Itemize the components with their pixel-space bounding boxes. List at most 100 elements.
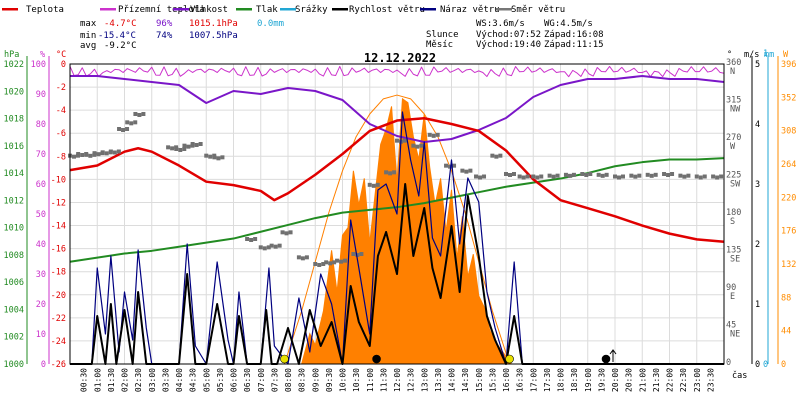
temp-tick-label: -18 [51,268,66,278]
wind-direction-point [273,244,278,249]
svg-text:Vlhkost: Vlhkost [190,5,228,15]
wind-direction-point [129,121,134,126]
wind-direction-point [321,262,326,266]
stat-min-press: 1007.5hPa [189,31,238,41]
legend-item-srazky: Srážky [280,5,328,15]
wind-direction-point [504,172,508,176]
wind-direction-point [288,230,293,235]
time-tick-label: 21:30 [652,368,661,392]
svg-text:Rychlost větru: Rychlost větru [349,5,425,15]
wind-direction-point [186,144,191,149]
time-tick-label: 02:30 [134,368,143,392]
dir-tick-label: 315 [726,96,741,106]
wind-direction-point [531,174,536,179]
wind-direction-point [208,154,213,159]
dir-tick-label: 270 [726,133,741,143]
w-tick-label: 88 [781,293,791,303]
time-tick-label: 06:00 [230,368,239,392]
wind-gust-line [70,111,724,365]
dir-tick-label: 45 [726,321,736,331]
sunrise-time: Východ:07:52 [476,30,541,40]
wind-direction-point [392,170,397,175]
time-tick-label: 07:00 [257,368,266,392]
time-tick-label: 09:00 [311,368,320,392]
unit-cas: čas [732,370,747,381]
moonset-marker [372,354,381,364]
time-tick-label: 10:30 [352,368,361,392]
w-tick-label: 308 [781,127,796,137]
w-tick-label: 132 [781,260,796,270]
wind-sun-moon-info: WS:3.6m/s WG:4.5m/s Slunce Východ:07:52 … [426,19,604,50]
stat-avg-temp: -9.2°C [104,41,137,51]
time-tick-label: 21:00 [638,368,647,392]
wind-direction-point [182,147,187,151]
sunrise-marker [280,354,289,364]
time-tick-label: 17:00 [529,368,538,392]
temp-tick-label: -6 [56,129,66,139]
wind-direction-point [604,172,609,177]
time-tick-label: 19:30 [597,368,606,392]
wind-direction-point [678,173,683,178]
wind-direction-point [551,174,556,179]
wind-direction-point [170,146,175,151]
dir-tick-compass: SW [730,180,741,190]
plot-area: 0-2-4-6-8-10-12-14-16-18-20-22-24-261009… [4,49,797,392]
wind-direction-point [653,172,658,177]
wind-direction-point [313,262,318,266]
press-tick-label: 1012 [4,196,24,206]
wind-direction-point [580,172,585,176]
sunset-time: Západ:16:08 [544,30,604,40]
dir-tick-label: 180 [726,208,741,218]
stat-min-label: min [80,31,96,41]
wind-direction-point [448,164,453,169]
wind-direction-point [133,120,138,125]
stat-max-press: 1015.1hPa [189,19,238,29]
w-tick-label: 220 [781,193,796,203]
wind-direction-point [266,245,271,250]
wind-direction-point [324,260,329,265]
wind-direction-point [403,138,407,143]
time-tick-label: 13:30 [434,368,443,392]
time-tick-label: 04:30 [189,368,198,392]
wind-direction-point [547,173,552,178]
wind-direction-point [198,142,203,146]
press-tick-label: 1020 [4,87,24,97]
wind-direction-point [508,173,512,177]
wind-direction-point [317,263,322,267]
time-tick-label: 05:00 [202,368,211,392]
unit-degc: °C [56,50,66,60]
temp-tick-label: -2 [56,83,66,93]
wind-direction-point [125,120,130,125]
wind-direction-point [395,138,399,143]
wind-direction-point [478,175,483,180]
legend-item-rychlost-vetru: Rychlost větru [332,5,425,15]
wind-direction-point [133,112,138,116]
time-tick-label: 11:30 [379,368,388,392]
press-tick-label: 1002 [4,333,24,343]
stat-min-hum: 74% [156,31,173,41]
temp-tick-label: -20 [51,291,66,301]
dir-tick-label: 90 [726,283,736,293]
wind-direction-point [190,142,195,146]
wind-direction-point [617,175,621,180]
time-tick-label: 23:00 [693,368,702,392]
temp-tick-label: 0 [61,60,66,70]
unit-deg: ° [727,50,732,60]
ms-tick-label: 2 [755,240,760,250]
wind-direction-point [415,144,420,149]
hum-tick-label: 70 [36,150,46,160]
hum-tick-label: 20 [36,300,46,310]
wind-direction-point [284,231,289,236]
temp-tick-label: -8 [56,152,66,162]
wind-direction-point [388,171,393,176]
time-tick-label: 10:00 [339,368,348,392]
time-tick-label: 15:30 [488,368,497,392]
wind-direction-point [182,143,187,148]
wind-direction-point [121,128,126,132]
wind-direction-point [174,147,179,151]
press-tick-label: 1016 [4,142,24,152]
wind-direction-point [204,153,209,158]
stat-avg-label: avg [80,41,96,51]
wind-direction-point [715,175,720,180]
